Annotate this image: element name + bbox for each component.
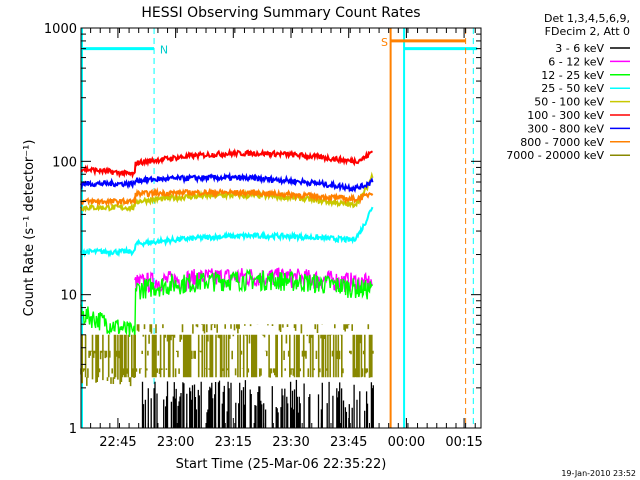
x-tick-label: 23:45	[330, 435, 367, 450]
y-tick-label: 10	[60, 289, 77, 304]
series-line	[80, 147, 373, 179]
chart-title: HESSI Observing Summary Count Rates	[141, 5, 420, 21]
series-line	[80, 206, 374, 258]
legend: Det 1,3,4,5,6,9,FDecim 2, Att 0 3 - 6 keV…	[506, 12, 630, 162]
annotation-n: N	[160, 44, 168, 57]
annotation-s: S	[381, 36, 388, 49]
legend-entry-label: 25 - 50 keV	[541, 82, 604, 95]
y-axis-label: Count Rate (s⁻¹ detector⁻¹)	[22, 140, 37, 317]
series-line	[141, 379, 374, 428]
series-line	[80, 268, 373, 341]
series-line	[80, 324, 374, 387]
legend-entry-label: 12 - 25 keV	[541, 69, 604, 82]
x-tick-label: 23:30	[272, 435, 309, 450]
x-tick-label: 23:00	[157, 435, 194, 450]
series-800-7000-kev	[80, 187, 374, 208]
series-25-50-kev	[80, 206, 374, 258]
legend-entry-label: 3 - 6 keV	[555, 42, 604, 55]
x-axis-label: Start Time (25-Mar-06 22:35:22)	[176, 457, 387, 472]
legend-entry-label: 300 - 800 keV	[527, 122, 604, 135]
plot-frame	[80, 27, 482, 429]
y-tick-label: 100	[52, 155, 77, 170]
series-3-6-kev	[141, 379, 374, 428]
legend-entry-label: 7000 - 20000 keV	[506, 149, 604, 162]
series-300-800-kev	[80, 171, 374, 193]
y-tick-label: 1	[69, 422, 77, 437]
legend-entry-label: 100 - 300 keV	[527, 109, 604, 122]
x-tick-label: 23:15	[215, 435, 252, 450]
legend-header-line: Det 1,3,4,5,6,9,	[544, 12, 630, 25]
plot-area: NS	[80, 28, 478, 428]
series-line	[80, 187, 374, 208]
x-tick-label: 22:45	[99, 435, 136, 450]
axes: 1 10 100 1000 22:45 23:00 23:15 23:30 23:45 00:00…	[44, 22, 483, 450]
x-tick-label: 00:00	[388, 435, 425, 450]
y-tick-label: 1000	[44, 22, 77, 37]
legend-entry-label: 800 - 7000 keV	[520, 136, 604, 149]
legend-header-line: FDecim 2, Att 0	[545, 25, 630, 38]
series-12-25-kev	[80, 268, 373, 341]
legend-entry-label: 50 - 100 keV	[534, 96, 604, 109]
x-tick-label: 00:15	[445, 435, 482, 450]
legend-entry-label: 6 - 12 keV	[548, 55, 604, 68]
footer-date: 19-Jan-2010 23:52	[561, 469, 636, 478]
series-line	[80, 171, 374, 193]
series-100-300-kev	[80, 147, 373, 179]
series-7000-20000-kev	[80, 324, 374, 387]
